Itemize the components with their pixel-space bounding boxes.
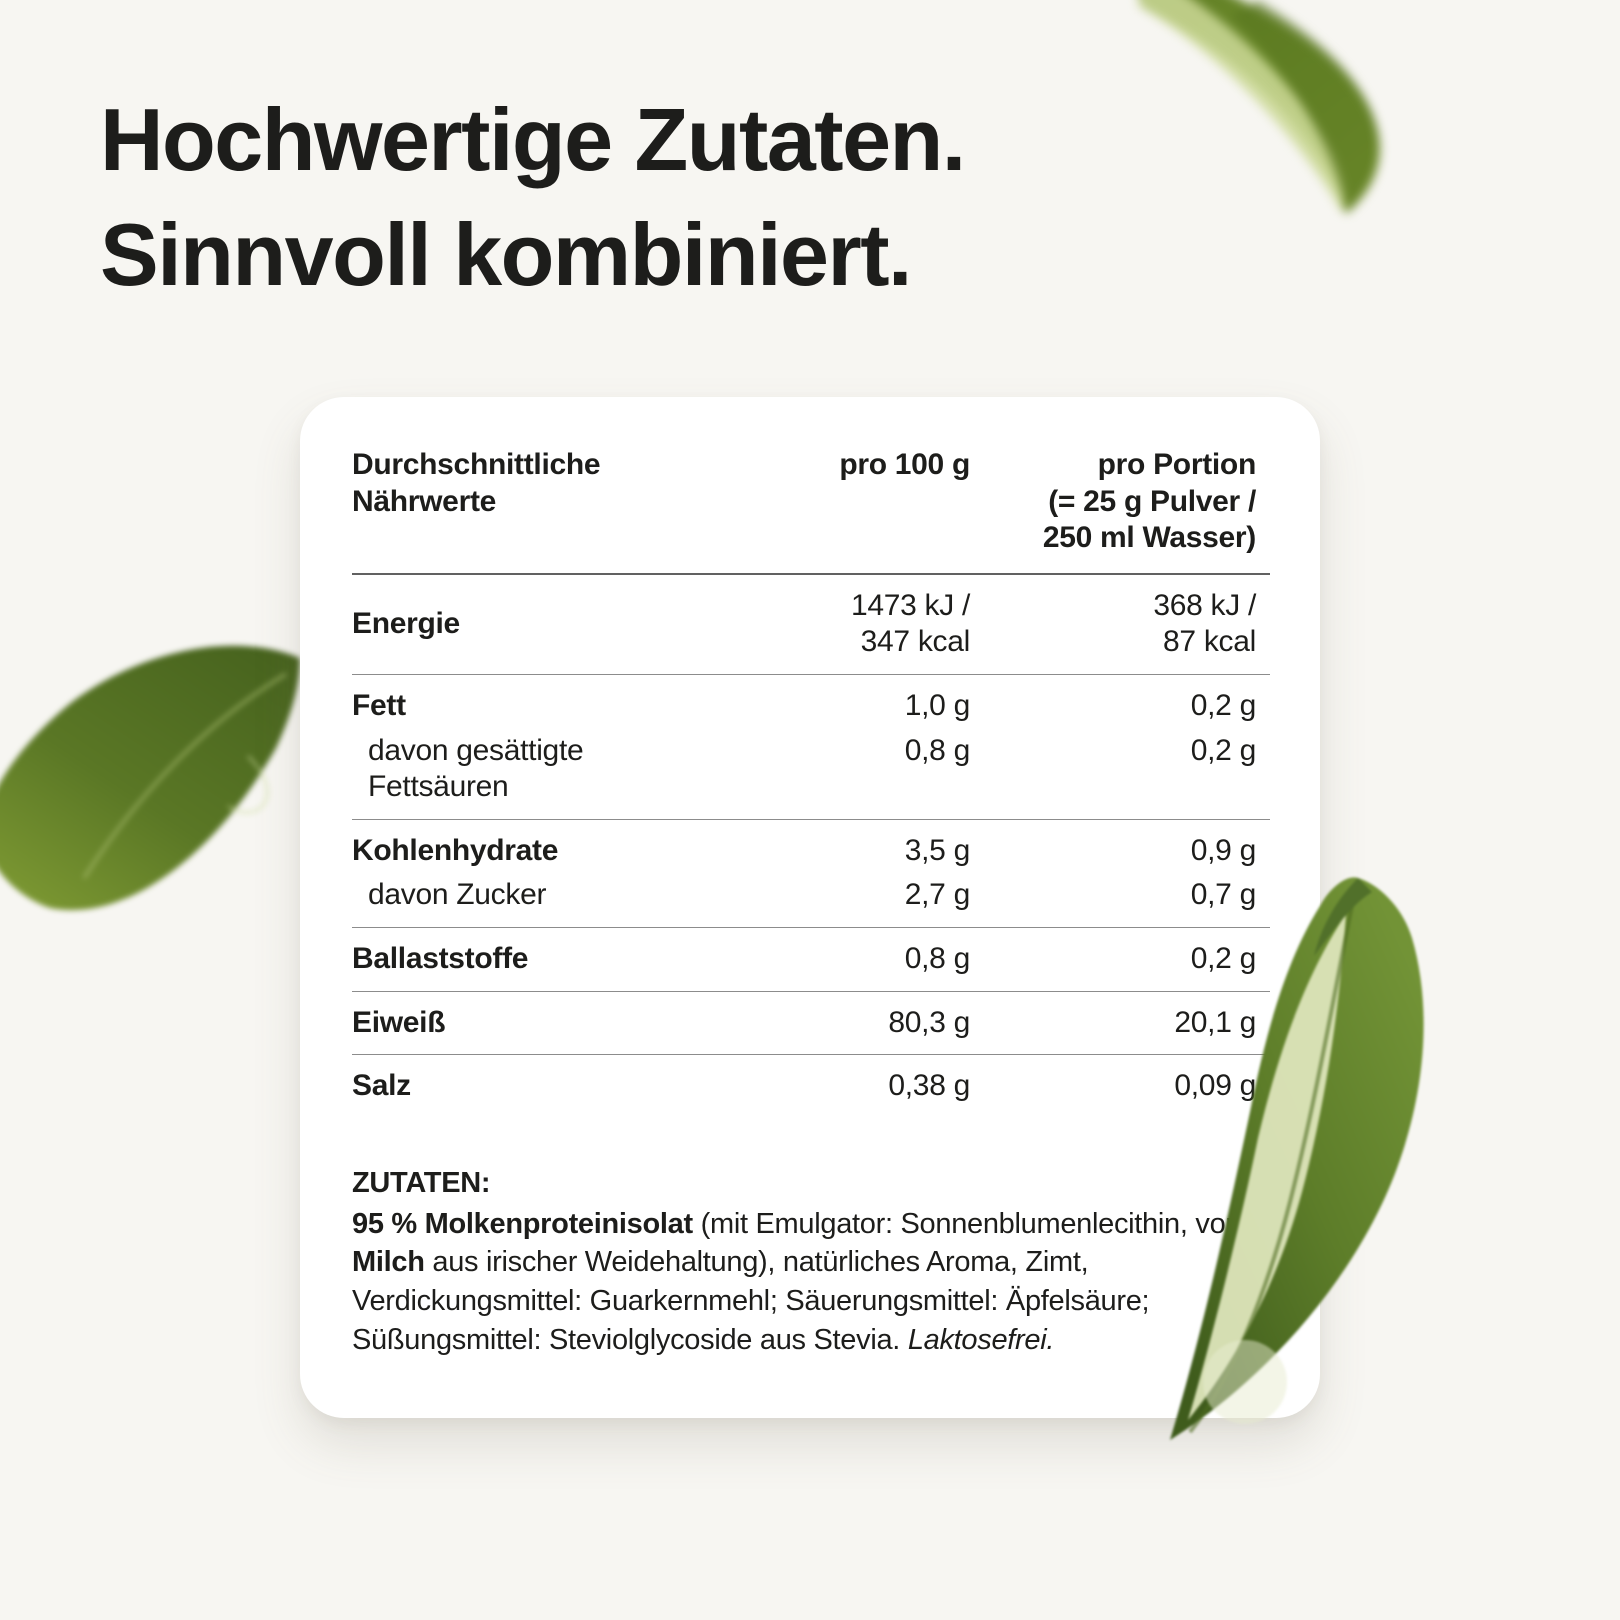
ingredients-text-part2: (mit Emulgator: Sonnenblumenlecithin, vo… [692,1207,1242,1240]
energie-per-portion-value: 368 kJ / 87 kcal [970,588,1270,661]
table-row-kohlenhydrate: Kohlenhydrate 3,5 g 0,9 g [352,833,1270,870]
energie-per-portion-kj: 368 kJ / [1153,588,1256,622]
ingredients-section: ZUTATEN: 95 % Molkenproteinisolat (mit E… [352,1164,1270,1360]
row-label-zucker: davon Zucker [368,878,547,912]
nutrition-table-header: Durchschnittliche Nährwerte pro 100 g pr… [352,447,1270,573]
nutrition-card: Durchschnittliche Nährwerte pro 100 g pr… [300,397,1320,1419]
row-group-kohlenhydrate: Kohlenhydrate 3,5 g 0,9 g davon Zucker 2… [352,818,1270,927]
table-row-fett-gesaettigt: davon gesättigte Fettsäuren 0,8 g 0,2 g [352,733,1270,806]
row-label-kohlenhydrate: Kohlenhydrate [352,833,559,867]
leaf-top-right-image [1138,0,1380,214]
fett-per-100g-value: 1,0 g [904,688,971,722]
ingredients-text: 95 % Molkenproteinisolat (mit Emulgator:… [352,1207,1242,1357]
row-group-ballaststoffe: Ballaststoffe 0,8 g 0,2 g [352,926,1270,991]
row-label-energie: Energie [352,607,460,641]
fett-gesaettigt-per-portion-value: 0,2 g [1190,733,1257,767]
ingredients-text-part4: aus irischer Weidehaltung), natürliches … [352,1246,1150,1357]
table-row-ballaststoffe: Ballaststoffe 0,8 g 0,2 g [352,941,1270,978]
row-label-eiweiss: Eiweiß [352,1005,446,1039]
eiweiss-per-portion-value: 20,1 g [1174,1005,1256,1039]
zucker-per-portion-value: 0,7 g [1190,878,1257,912]
row-label-ballaststoffe: Ballaststoffe [352,941,529,975]
leaf-left-image [0,645,300,911]
zucker-per-100g-value: 2,7 g [904,878,971,912]
laktosefrei-note: Laktosefrei. [907,1324,1055,1357]
row-group-fett: Fett 1,0 g 0,2 g davon gesättigte Fettsä… [352,673,1270,819]
row-group-energie: Energie 1473 kJ / 347 kcal 368 kJ / 87 k… [352,572,1270,674]
column-header-per-100g: pro 100 g [839,448,970,481]
row-label-salz: Salz [352,1069,411,1103]
table-row-fett: Fett 1,0 g 0,2 g [352,688,1270,725]
ballaststoffe-per-100g-value: 0,8 g [904,941,971,975]
eiweiss-per-100g-value: 80,3 g [888,1005,970,1039]
ingredient-molkenproteinisolat: 95 % Molkenproteinisolat [352,1207,693,1240]
ingredients-heading: ZUTATEN: [352,1166,491,1199]
page-title: Hochwertige Zutaten. Sinnvoll kombiniert… [100,82,966,313]
column-header-per-portion: pro Portion (= 25 g Pulver / 250 ml Wass… [970,447,1270,557]
energie-per-100g-value: 1473 kJ / 347 kcal [700,588,970,661]
table-row-zucker: davon Zucker 2,7 g 0,7 g [352,877,1270,914]
kohlenhydrate-per-100g-value: 3,5 g [904,833,971,867]
table-row-salz: Salz 0,38 g 0,09 g [352,1068,1270,1105]
ballaststoffe-per-portion-value: 0,2 g [1190,941,1257,975]
fett-per-portion-value: 0,2 g [1190,688,1257,722]
per-portion-line-3: 250 ml Wasser) [1042,521,1256,555]
salz-per-portion-value: 0,09 g [1174,1069,1256,1103]
row-label-fett-gesaettigt: davon gesättigte Fettsäuren [368,733,584,804]
column-header-nutrients: Durchschnittliche Nährwerte [352,448,601,518]
kohlenhydrate-per-portion-value: 0,9 g [1190,833,1257,867]
table-row-eiweiss: Eiweiß 80,3 g 20,1 g [352,1005,1270,1042]
per-portion-line-1: pro Portion [1097,448,1257,481]
nutrition-table: Durchschnittliche Nährwerte pro 100 g pr… [352,447,1270,1118]
salz-per-100g-value: 0,38 g [888,1069,970,1103]
row-group-eiweiss: Eiweiß 80,3 g 20,1 g [352,990,1270,1055]
row-group-salz: Salz 0,38 g 0,09 g [352,1054,1270,1118]
energie-per-portion-kcal: 87 kcal [1163,625,1256,659]
energie-per-100g-kcal: 347 kcal [860,625,971,659]
ingredient-milch: Milch [352,1246,425,1279]
fett-gesaettigt-per-100g-value: 0,8 g [904,733,971,767]
page-title-line-1: Hochwertige Zutaten. [100,90,966,189]
energie-per-100g-kj: 1473 kJ / [850,588,970,622]
per-portion-line-2: (= 25 g Pulver / [1048,484,1256,518]
row-label-fett: Fett [352,688,406,722]
page-title-line-2: Sinnvoll kombiniert. [100,205,912,305]
